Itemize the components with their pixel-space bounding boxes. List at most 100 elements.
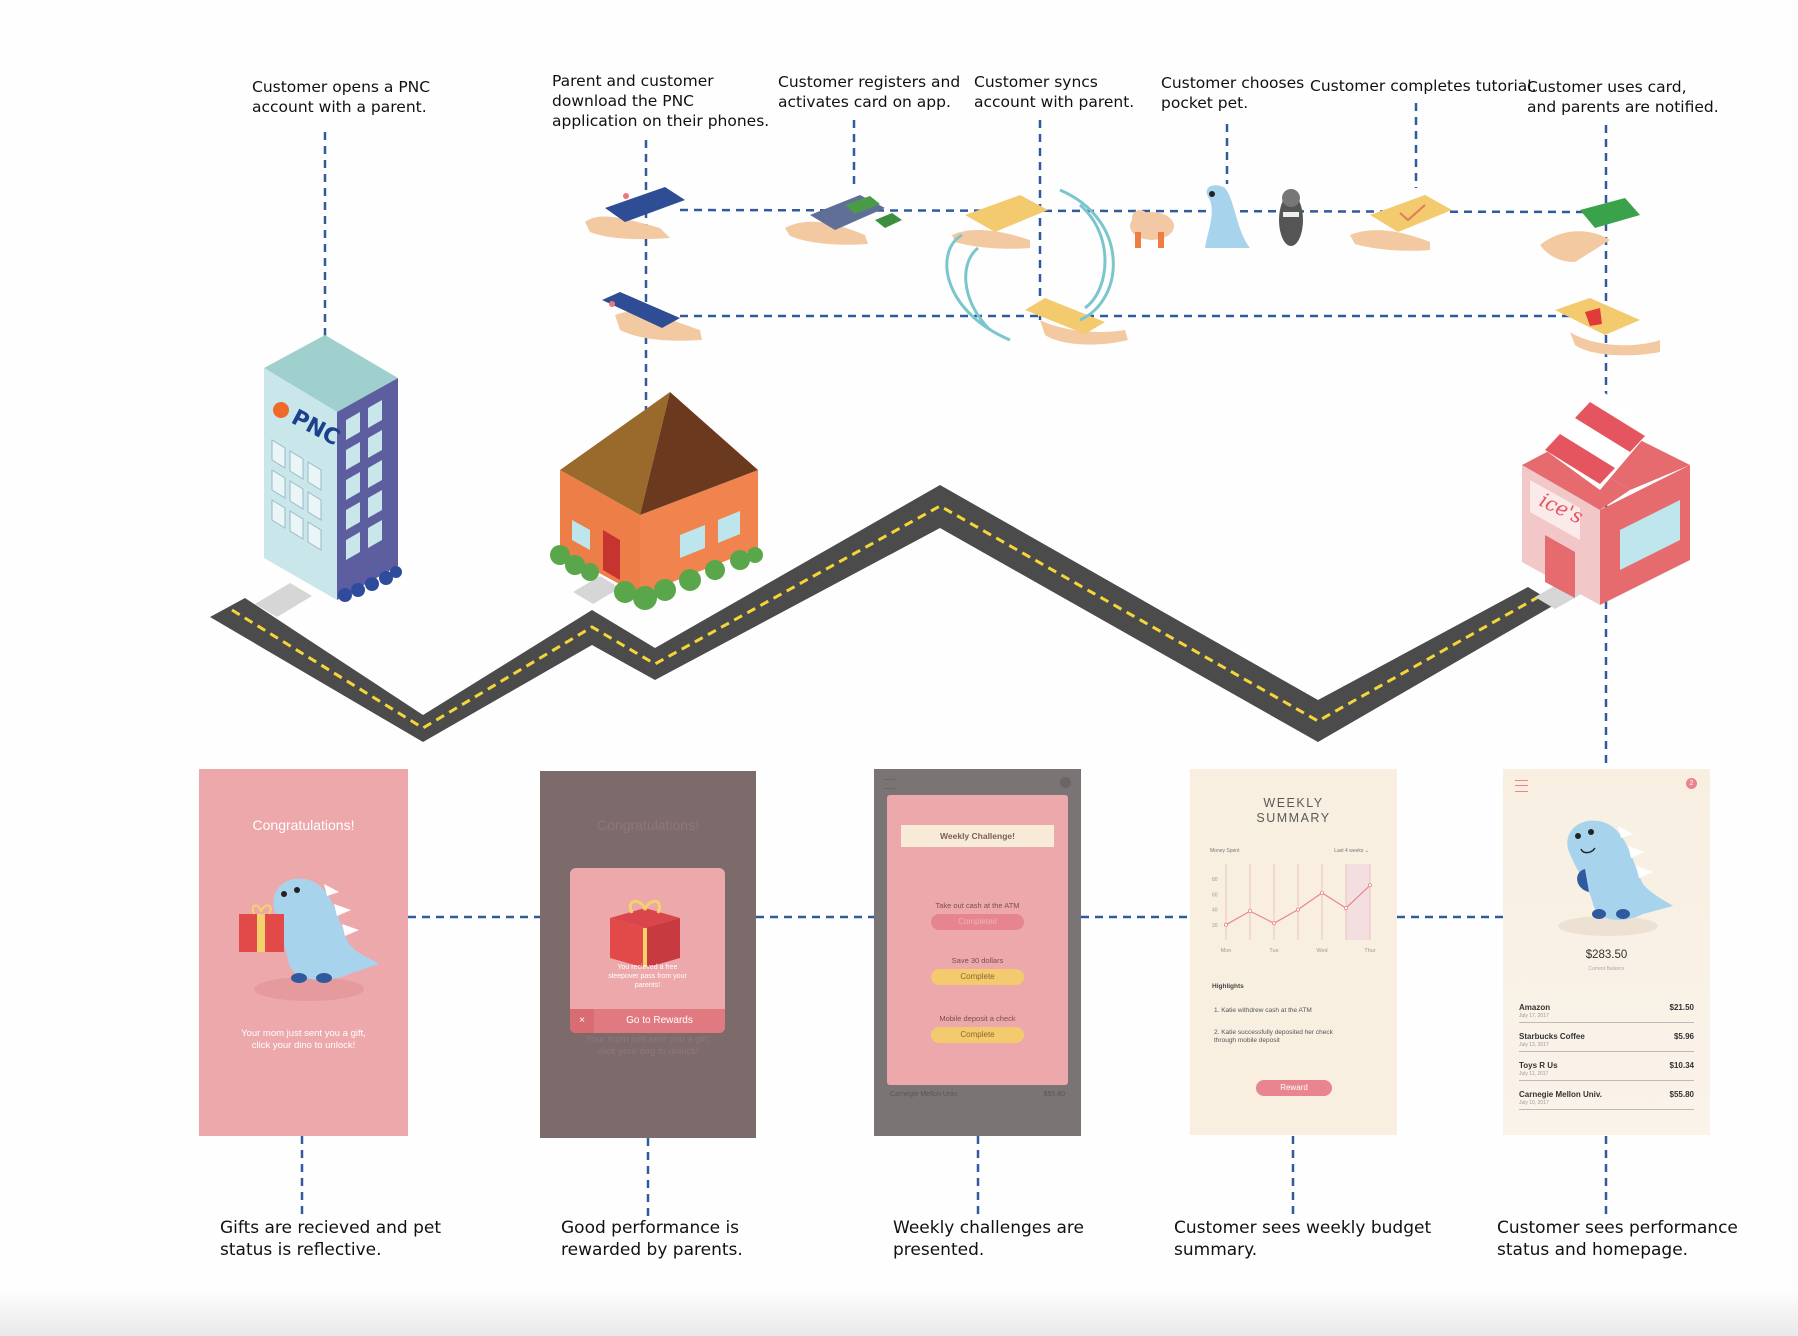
balance-label: Current Balance — [1588, 966, 1625, 972]
transaction-amount: $21.50 — [1669, 1003, 1694, 1012]
modal-action-bar: × Go to Rewards — [570, 1009, 725, 1033]
transaction-row[interactable]: Carnegie Mellon Univ. $55.80 July 10, 2017 — [1519, 1090, 1694, 1110]
sync-arcs — [945, 188, 1115, 342]
screen-gift-received: Congratulations! Your mom just sent you … — [199, 769, 408, 1136]
reward-button[interactable]: Reward — [1256, 1080, 1332, 1096]
transaction-amount: $10.34 — [1669, 1061, 1694, 1070]
transaction-name: Toys R Us — [1519, 1061, 1558, 1070]
challenge-2-status[interactable]: Complete — [931, 969, 1024, 985]
step-caption-activate-card: Customer registers and activates card on… — [778, 73, 961, 111]
y-tick-label: 20 — [1212, 923, 1218, 929]
x-tick-label: Tue — [1269, 948, 1278, 954]
road — [210, 485, 1585, 742]
summary-title: WEEKLY SUMMARY — [1256, 796, 1331, 825]
gift-message: Your mom just sent you a gift, click you… — [241, 1028, 366, 1051]
menu-icon[interactable] — [884, 779, 896, 789]
step-caption-download-app: Parent and customer download the PNC app… — [552, 72, 770, 130]
bottom-caption-budget: Customer sees weekly budget summary. — [1174, 1218, 1432, 1260]
challenge-1-status[interactable]: Completed — [931, 914, 1024, 930]
transaction-name: Amazon — [1519, 1003, 1551, 1012]
bottom-caption-rewards: Good performance is rewarded by parents. — [561, 1218, 743, 1260]
highlight-1: 1. Katie withdrew cash at the ATM — [1214, 1007, 1312, 1014]
screen-reward: Congratulations! You recieved a free sle… — [540, 771, 756, 1138]
spending-point — [1224, 922, 1229, 927]
dimmed-transaction-amount: $55.80 — [1043, 1091, 1065, 1098]
highlights-title: Highlights — [1212, 983, 1244, 990]
dimmed-message: Your mom just sent you a gift, click you… — [585, 1034, 711, 1057]
screen-title: Congratulations! — [252, 817, 355, 833]
dino-pet-icon — [1558, 820, 1673, 936]
y-tick-label: 60 — [1212, 892, 1218, 898]
bottom-caption-homepage: Customer sees performance status and hom… — [1497, 1218, 1738, 1260]
challenge-banner: Weekly Challenge! — [901, 825, 1054, 847]
chart-highlight-band — [1346, 864, 1370, 940]
gift-box-icon — [610, 899, 680, 968]
chart-label: Money Spent — [1210, 848, 1240, 854]
bottom-caption-challenges: Weekly challenges are presented. — [893, 1218, 1084, 1260]
screen-weekly-challenge: Weekly Challenge! Take out cash at the A… — [874, 769, 1081, 1136]
highlight-2: 2. Katie successfully deposited her chec… — [1214, 1029, 1333, 1044]
hand-notification — [1555, 298, 1660, 356]
challenge-2-label: Save 30 dollars — [951, 956, 1004, 965]
x-tick-label: Mon — [1221, 948, 1232, 954]
transaction-name: Starbucks Coffee — [1519, 1032, 1585, 1041]
hand-card-green — [1540, 198, 1640, 262]
chevron-down-icon: ⌄ — [1364, 848, 1369, 854]
y-tick-label: 40 — [1212, 908, 1218, 914]
step-caption-tutorial: Customer completes tutorial. — [1310, 77, 1537, 95]
transaction-name: Carnegie Mellon Univ. — [1519, 1090, 1602, 1099]
balance-amount: $283.50 — [1585, 949, 1628, 961]
spending-point — [1367, 883, 1372, 888]
hand-yellow-1 — [952, 195, 1048, 249]
dimmed-transaction-name: Carnegie Mellon Univ. — [890, 1091, 959, 1098]
dino-with-gift-icon — [239, 878, 379, 1001]
step-caption-choose-pet: Customer chooses pocket pet. — [1161, 74, 1305, 112]
transaction-date: July 10, 2017 — [1519, 1100, 1549, 1106]
screen-title-dimmed: Congratulations! — [597, 817, 699, 833]
spending-point — [1248, 909, 1253, 914]
challenge-card: Weekly Challenge! Take out cash at the A… — [887, 795, 1068, 1085]
hand-phone-1 — [585, 187, 685, 240]
y-tick-label: 80 — [1212, 877, 1218, 883]
challenge-3-label: Mobile deposit a check — [939, 1014, 1016, 1023]
spending-point — [1343, 906, 1348, 911]
hand-phone-2 — [602, 292, 702, 341]
ice-store: ice's — [1522, 390, 1690, 605]
screen-homepage: 2 $283.50 Current Balance Amazon $21.50 Ju… — [1503, 769, 1710, 1135]
x-tick-label: Wed — [1316, 948, 1327, 954]
transaction-row[interactable]: Starbucks Coffee $5.96 July 13, 2017 — [1519, 1032, 1694, 1052]
notification-badge[interactable]: 2 — [1686, 778, 1697, 789]
transaction-date: July 13, 2017 — [1519, 1042, 1549, 1048]
hand-yellow-2 — [1025, 298, 1128, 345]
reward-modal: You recieved a free sleepover pass from … — [570, 868, 725, 1033]
pnc-building: PNC — [264, 335, 402, 602]
x-tick-label: Thur — [1364, 948, 1375, 954]
spending-point — [1272, 921, 1277, 926]
transaction-row[interactable]: Amazon $21.50 July 17, 2017 — [1519, 1003, 1694, 1023]
go-to-rewards-button[interactable]: Go to Rewards — [626, 1015, 693, 1026]
pocket-pets — [1130, 185, 1303, 248]
transaction-date: July 17, 2017 — [1519, 1013, 1549, 1019]
notification-badge-icon[interactable] — [1060, 777, 1071, 788]
range-select[interactable]: Last 4 weeks ⌄ — [1334, 848, 1369, 854]
house — [550, 392, 763, 610]
transaction-row[interactable]: Toys R Us $10.34 July 11, 2017 — [1519, 1061, 1694, 1081]
bottom-caption-gifts: Gifts are recieved and pet status is ref… — [220, 1218, 442, 1260]
step-caption-sync-parent: Customer syncs account with parent. — [974, 73, 1135, 111]
transaction-date: July 11, 2017 — [1519, 1071, 1549, 1077]
spending-chart: 80 60 40 20 Mon Tue Wed Thur — [1212, 864, 1376, 954]
spending-point — [1319, 890, 1324, 895]
range-select-value: Last 4 weeks — [1334, 848, 1364, 854]
close-icon[interactable]: × — [570, 1009, 594, 1033]
screen-weekly-summary: WEEKLY SUMMARY Money Spent Last 4 weeks … — [1190, 769, 1397, 1135]
hand-phone-card — [785, 195, 902, 245]
spending-point — [1296, 907, 1301, 912]
challenge-1-label: Take out cash at the ATM — [935, 901, 1020, 910]
step-caption-open-account: Customer opens a PNC account with a pare… — [252, 78, 431, 116]
transaction-amount: $55.80 — [1669, 1090, 1694, 1099]
hand-tutorial — [1350, 195, 1452, 251]
challenge-3-status[interactable]: Complete — [931, 1027, 1024, 1043]
modal-message: You recieved a free sleepover pass from … — [608, 964, 687, 989]
hamburger-menu-icon[interactable] — [1515, 780, 1528, 792]
